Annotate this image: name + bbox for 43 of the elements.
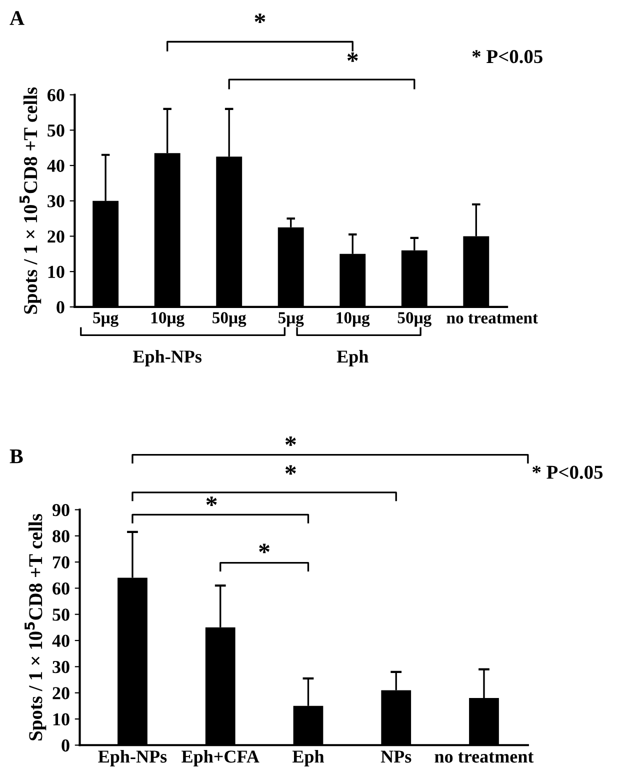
- y-tick-label: 40: [52, 634, 70, 647]
- x-tick-label: 50μg: [212, 312, 246, 327]
- chart-title: A: [10, 11, 24, 25]
- y-tick-label: 90: [52, 504, 70, 516]
- chart-title: B: [10, 449, 23, 464]
- x-tick-label: 10μg: [336, 312, 370, 327]
- text: *: [254, 14, 266, 24]
- x-tick-label: 10μg: [151, 312, 184, 327]
- text: *: [285, 465, 296, 475]
- y-tick-label: 60: [48, 89, 64, 102]
- text: Eph-NPs: [133, 350, 202, 366]
- y-tick-label: 10: [48, 266, 64, 278]
- x-tick-label: Eph: [292, 750, 324, 766]
- y-tick-label: 70: [53, 556, 70, 568]
- x-tick-label: no treatment: [446, 314, 538, 324]
- annotation: *: [259, 544, 270, 554]
- y-tick-label: 10: [53, 713, 70, 726]
- y-tick-label: 0: [62, 739, 70, 752]
- text: Eph: [336, 350, 368, 366]
- x-tick-label: Eph-NPs: [98, 750, 167, 766]
- y-tick-label: 40: [47, 160, 64, 172]
- x-tick-label: 5μg: [278, 312, 304, 327]
- y-tick-label: 50: [52, 608, 70, 621]
- y-tick-label: 0: [56, 301, 64, 314]
- y-tick-label: 80: [52, 530, 70, 542]
- y-tick-label: 30: [52, 660, 70, 674]
- text: * P<0.05: [532, 466, 603, 479]
- y-tick-label: 50: [48, 124, 64, 137]
- y-tick-label: 20: [52, 687, 70, 700]
- y-tick-label: 20: [48, 230, 64, 243]
- text: *: [285, 436, 296, 446]
- text: * P<0.05: [472, 50, 542, 64]
- y-tick-label: 60: [52, 582, 70, 595]
- y-axis-title: Spots / 1 × 10$^{5}$CD8 +T cells: [20, 87, 42, 314]
- text: *: [347, 52, 358, 62]
- x-tick-label: Eph+CFA: [182, 750, 260, 766]
- y-tick-label: 30: [48, 195, 64, 208]
- x-tick-label: no treatment: [434, 752, 534, 763]
- x-tick-label: 5μg: [93, 312, 118, 327]
- x-tick-label: NPs: [380, 750, 412, 763]
- x-tick-label: 50μg: [398, 312, 432, 327]
- y-axis-title: Spots / 1 × 10$^{5}$CD8 +T cells: [24, 514, 46, 740]
- text: *: [206, 496, 217, 506]
